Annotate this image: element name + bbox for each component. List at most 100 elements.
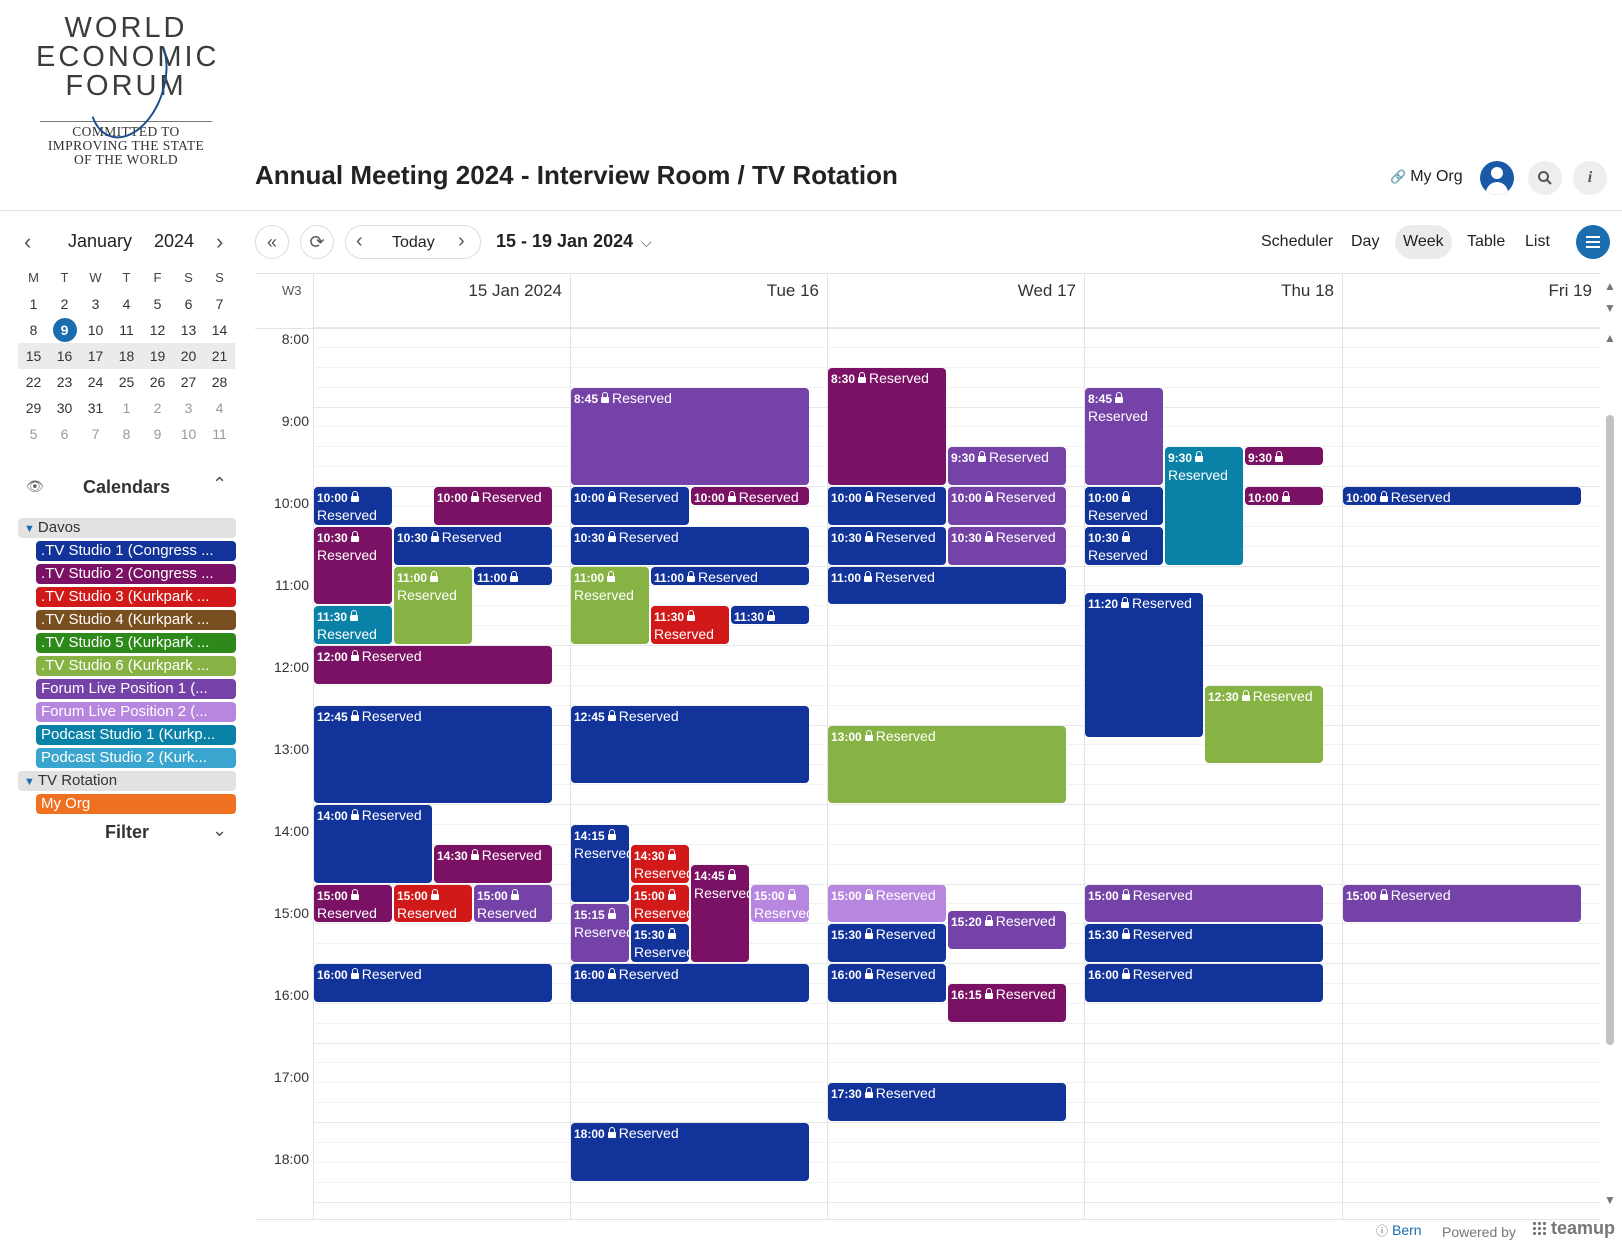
mini-calendar-day[interactable]: 5 <box>29 426 38 442</box>
view-tab-day[interactable]: Day <box>1351 233 1380 250</box>
mini-calendar-day[interactable]: 8 <box>29 322 38 338</box>
calendar-event[interactable]: 15:00Reserved <box>631 884 689 923</box>
mini-calendar-day[interactable]: 26 <box>149 374 166 390</box>
calendar-event[interactable]: 16:15 Reserved <box>948 983 1066 1022</box>
calendar-item-tv-studio-2[interactable]: .TV Studio 2 (Congress ... <box>36 564 236 584</box>
mini-calendar-day[interactable]: 2 <box>153 400 162 416</box>
mini-calendar-day[interactable]: 21 <box>204 343 235 369</box>
mini-calendar-day[interactable]: 24 <box>87 374 104 390</box>
mini-calendar-day[interactable]: 18 <box>111 343 142 369</box>
calendar-event[interactable]: 8:45Reserved <box>1085 387 1163 485</box>
mini-calendar-day[interactable]: 6 <box>184 296 193 312</box>
calendar-item-forum-live-2[interactable]: Forum Live Position 2 (... <box>36 702 236 722</box>
calendar-event[interactable]: 11:30Reserved <box>314 606 392 644</box>
mini-calendar-day[interactable]: 12 <box>149 322 166 338</box>
mini-calendar-day[interactable]: 2 <box>60 296 69 312</box>
calendar-event[interactable]: 10:00 <box>1245 487 1323 505</box>
mini-calendar-year[interactable]: 2024 <box>154 231 195 251</box>
timezone-link[interactable]: ⓘ Bern <box>1376 1222 1422 1239</box>
mini-calendar-day[interactable]: 22 <box>25 374 42 390</box>
calendar-event[interactable]: 8:30 Reserved <box>828 367 946 485</box>
calendar-event[interactable]: 10:00 Reserved <box>571 487 689 525</box>
calendar-event[interactable]: 15:00Reserved <box>314 884 392 923</box>
view-tab-week[interactable]: Week <box>1395 225 1452 259</box>
calendar-item-podcast-2[interactable]: Podcast Studio 2 (Kurk... <box>36 748 236 768</box>
calendar-item-tv-studio-3[interactable]: .TV Studio 3 (Kurkpark ... <box>36 587 236 607</box>
eye-icon[interactable]: 👁 <box>26 478 44 494</box>
calendar-event[interactable]: 11:20 Reserved <box>1085 593 1203 737</box>
scroll-top-icon[interactable]: ▲ <box>1604 331 1616 345</box>
collapse-sidebar-button[interactable]: « <box>255 225 289 259</box>
day-header-wed[interactable]: Wed 17 <box>827 274 1084 328</box>
mini-calendar-day[interactable]: 9 <box>153 426 162 442</box>
chevron-up-icon[interactable]: ⌃ <box>212 474 228 494</box>
mini-calendar-day[interactable]: 7 <box>215 296 224 312</box>
calendar-event[interactable]: 10:00 Reserved <box>691 487 809 505</box>
calendar-item-tv-studio-1[interactable]: .TV Studio 1 (Congress ... <box>36 541 236 561</box>
calendar-event[interactable]: 14:00 Reserved <box>314 805 432 883</box>
mini-calendar-day[interactable]: 23 <box>56 374 73 390</box>
calendar-event[interactable]: 11:00 <box>474 566 552 585</box>
next-week-button[interactable]: › <box>458 230 465 252</box>
user-icon[interactable] <box>1480 161 1514 195</box>
mini-calendar-day[interactable]: 11 <box>212 426 227 442</box>
calendar-event[interactable]: 9:30Reserved <box>1165 447 1243 565</box>
mini-calendar-day[interactable]: 11 <box>119 322 134 338</box>
calendar-event[interactable]: 16:00 Reserved <box>828 964 946 1002</box>
mini-calendar-day[interactable]: 27 <box>180 374 197 390</box>
info-button[interactable]: i <box>1573 161 1607 195</box>
mini-calendar-day[interactable]: 5 <box>153 296 162 312</box>
calendar-event[interactable]: 10:00 Reserved <box>314 487 392 525</box>
day-header-mon[interactable]: 15 Jan 2024 <box>313 274 570 328</box>
mini-calendar-day[interactable]: 1 <box>29 296 38 312</box>
calendar-event[interactable]: 10:00 Reserved <box>434 487 552 525</box>
mini-calendar-day[interactable]: 19 <box>142 343 173 369</box>
mini-calendar-day[interactable]: 29 <box>25 400 42 416</box>
chevron-down-icon[interactable]: ⌄ <box>212 820 228 840</box>
mini-calendar-day[interactable]: 13 <box>180 322 197 338</box>
calendar-event[interactable]: 15:15Reserved <box>571 904 629 962</box>
calendar-event[interactable]: 15:30 Reserved <box>1085 924 1323 962</box>
calendar-event[interactable]: 12:45 Reserved <box>314 705 552 803</box>
mini-calendar-day[interactable]: 4 <box>122 296 131 312</box>
day-header-thu[interactable]: Thu 18 <box>1084 274 1342 328</box>
filter-heading[interactable]: Filter ⌄ <box>18 818 238 848</box>
calendar-group-davos[interactable]: ▼ Davos <box>18 518 236 538</box>
calendar-event[interactable]: 10:00 Reserved <box>1085 487 1163 525</box>
date-range-selector[interactable]: 15 - 19 Jan 2024 ⌵ <box>496 231 652 252</box>
calendar-event[interactable]: 14:45Reserved <box>691 864 749 962</box>
calendar-event[interactable]: 14:15Reserved <box>571 824 629 903</box>
refresh-button[interactable]: ⟳ <box>300 225 334 259</box>
calendar-event[interactable]: 11:00Reserved <box>394 566 472 644</box>
view-tab-list[interactable]: List <box>1525 233 1550 250</box>
mini-calendar-month[interactable]: January <box>68 231 133 251</box>
mini-calendar-day[interactable]: 28 <box>211 374 228 390</box>
calendar-item-my-org[interactable]: My Org <box>36 794 236 814</box>
mini-calendar-day[interactable]: 15 <box>18 343 49 369</box>
prev-week-button[interactable]: ‹ <box>356 230 363 252</box>
calendar-event[interactable]: 10:30Reserved <box>1085 526 1163 565</box>
scroll-down-icon[interactable]: ▼ <box>1604 301 1616 315</box>
scroll-bottom-icon[interactable]: ▼ <box>1604 1193 1616 1207</box>
calendar-group-tv-rotation[interactable]: ▼ TV Rotation <box>18 771 236 791</box>
day-header-tue[interactable]: Tue 16 <box>570 274 827 328</box>
mini-calendar-day[interactable]: 30 <box>56 400 73 416</box>
calendar-event[interactable]: 13:00 Reserved <box>828 725 1066 803</box>
scroll-up-icon[interactable]: ▲ <box>1604 279 1616 293</box>
calendar-event[interactable]: 12:30 Reserved <box>1205 685 1323 764</box>
calendar-event[interactable]: 14:30 Reserved <box>434 844 552 883</box>
mini-calendar-day[interactable]: 1 <box>122 400 131 416</box>
calendar-item-forum-live-1[interactable]: Forum Live Position 1 (... <box>36 679 236 699</box>
mini-calendar-day[interactable]: 3 <box>91 296 100 312</box>
calendar-item-tv-studio-4[interactable]: .TV Studio 4 (Kurkpark ... <box>36 610 236 630</box>
view-tab-table[interactable]: Table <box>1467 233 1506 250</box>
mini-calendar-day[interactable]: 25 <box>118 374 135 390</box>
calendar-event[interactable]: 10:30Reserved <box>314 526 392 605</box>
mini-calendar-day[interactable]: 17 <box>80 343 111 369</box>
calendar-event[interactable]: 15:00Reserved <box>474 884 552 923</box>
